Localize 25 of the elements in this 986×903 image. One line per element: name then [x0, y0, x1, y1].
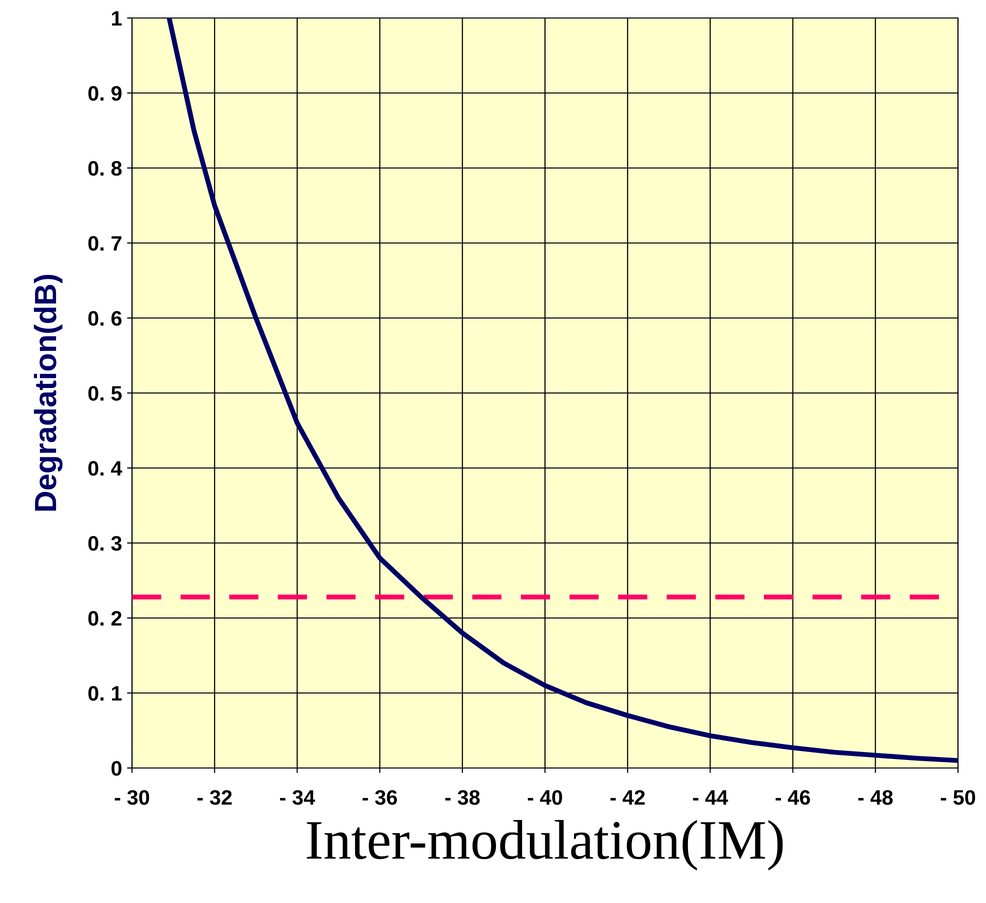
x-tick-label: - 36 — [362, 790, 397, 805]
y-tick-label: 0. 8 — [88, 161, 122, 176]
y-tick-label: 0. 7 — [88, 236, 122, 251]
line-series — [166, 18, 958, 763]
y-tick-label: 0. 4 — [88, 461, 122, 476]
x-tick-label: - 46 — [776, 790, 810, 805]
x-tick-label: - 42 — [610, 790, 645, 805]
x-tick-label: - 38 — [445, 790, 480, 805]
x-tick-label: - 32 — [197, 790, 232, 805]
x-axis-title: Inter-modulation(IM) — [306, 820, 783, 870]
y-tick-label: 0 — [112, 761, 122, 776]
y-tick-label: 1 — [112, 11, 122, 26]
y-tick-label: 0. 9 — [88, 86, 122, 101]
y-tick-label: 0. 2 — [88, 611, 122, 626]
x-tick-label: - 40 — [528, 790, 562, 805]
y-tick-label: 0. 5 — [88, 386, 122, 401]
y-axis-title: Degradation(dB) — [34, 274, 63, 511]
x-tick-label: - 50 — [940, 790, 976, 805]
x-tick-label: - 34 — [280, 790, 316, 805]
y-tick-label: 0. 3 — [88, 536, 122, 551]
y-tick-label: 0. 1 — [88, 686, 122, 701]
y-tick-label: 0. 6 — [88, 311, 122, 326]
x-tick-label: - 30 — [114, 790, 150, 805]
x-tick-label: - 44 — [693, 790, 728, 805]
x-tick-label: - 48 — [858, 790, 893, 805]
